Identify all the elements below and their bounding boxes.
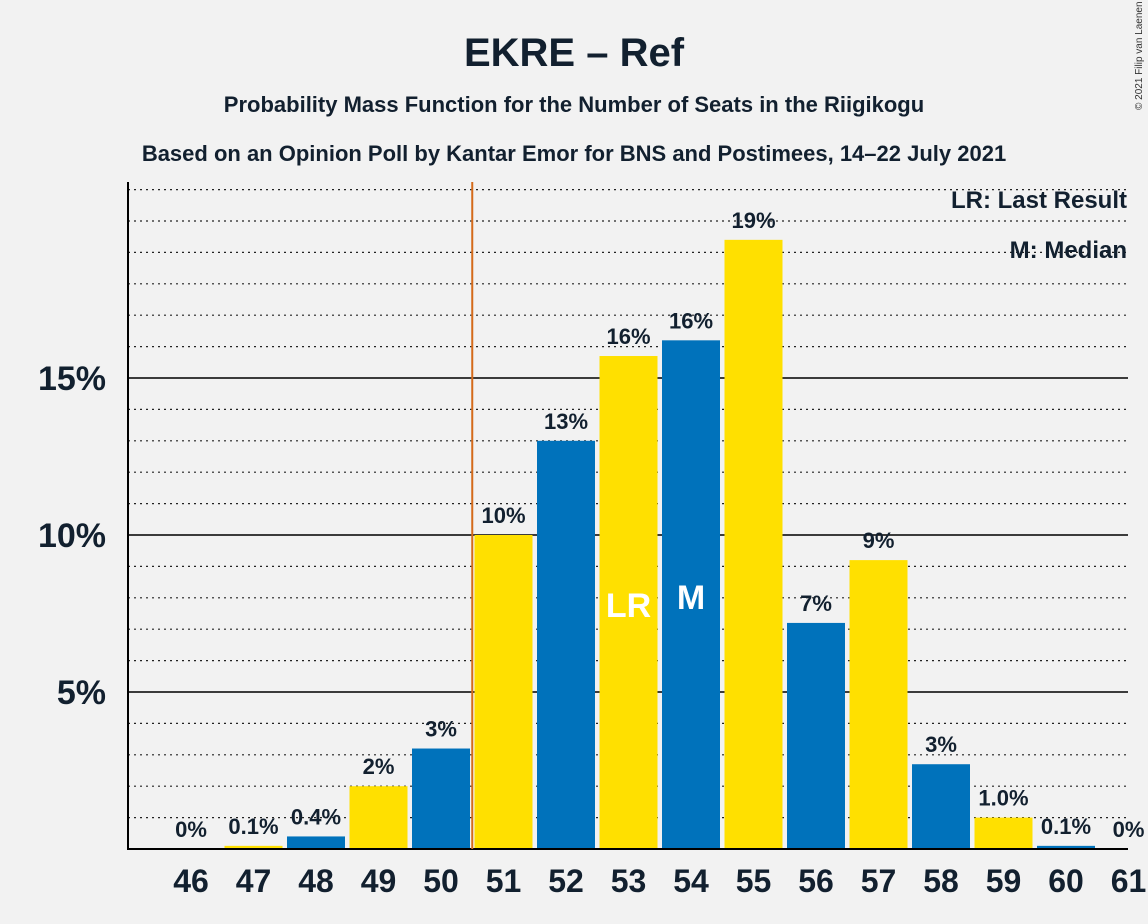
x-tick-label: 58 [923, 863, 959, 899]
bar-seat-56 [787, 622, 845, 849]
bars [224, 239, 1095, 850]
value-label-seat-61: 0% [1113, 817, 1145, 842]
bar-seat-58 [912, 764, 970, 849]
x-tick-label: 55 [736, 863, 772, 899]
value-label-seat-51: 10% [481, 503, 525, 528]
bar-seat-50 [412, 748, 470, 849]
bar-seat-54 [662, 340, 720, 849]
x-tick-label: 54 [673, 863, 709, 899]
x-tick-label: 57 [861, 863, 897, 899]
x-tick-label: 48 [298, 863, 334, 899]
value-label-seat-49: 2% [363, 754, 395, 779]
value-label-seat-58: 3% [925, 732, 957, 757]
bar-seat-52 [537, 440, 595, 849]
value-label-seat-53: 16% [606, 324, 650, 349]
bar-seat-55 [724, 239, 783, 850]
chart-subtitle: Probability Mass Function for the Number… [224, 92, 924, 117]
value-label-seat-60: 0.1% [1041, 814, 1091, 839]
value-label-seat-55: 19% [731, 208, 775, 233]
x-tick-label: 60 [1048, 863, 1084, 899]
bar-seat-60 [1037, 845, 1095, 849]
bar-seat-59 [974, 817, 1033, 849]
x-tick-label: 46 [173, 863, 209, 899]
bar-seat-47 [224, 845, 283, 849]
y-axis-ticks: 5% 10% 15% [38, 360, 106, 712]
bar-seat-51 [474, 535, 533, 849]
legend-median: M: Median [1010, 237, 1127, 264]
value-label-seat-50: 3% [425, 717, 457, 742]
last-result-marker: LR [606, 587, 651, 625]
x-axis-ticks: 46 47 48 49 50 51 52 53 54 55 56 57 58 59 60 61 [173, 863, 1146, 899]
chart-title: EKRE – Ref [464, 31, 685, 75]
chart-subtitle-poll: Based on an Opinion Poll by Kantar Emor … [142, 141, 1006, 166]
bar-seat-57 [849, 560, 908, 849]
x-tick-label: 50 [423, 863, 459, 899]
value-labels: 0% 0.1% 0.4% 2% 3% 10% 13% 16% 16% 19% 7% 9% 3% 1.0% 0… [175, 208, 1144, 842]
y-tick-label: 15% [38, 360, 106, 398]
legend-last-result: LR: Last Result [951, 187, 1127, 214]
median-marker: M [677, 579, 705, 617]
bar-seat-49 [349, 786, 408, 849]
value-label-seat-56: 7% [800, 591, 832, 616]
value-label-seat-46: 0% [175, 817, 207, 842]
x-tick-label: 49 [361, 863, 397, 899]
x-tick-label: 53 [611, 863, 647, 899]
x-tick-label: 47 [236, 863, 272, 899]
copyright-notice: © 2021 Filip van Laenen [1134, 1, 1145, 110]
x-tick-label: 56 [798, 863, 834, 899]
y-tick-label: 10% [38, 517, 106, 555]
value-label-seat-48: 0.4% [291, 804, 341, 829]
x-tick-label: 51 [486, 863, 522, 899]
bar-seat-53 [599, 356, 658, 849]
x-tick-label: 52 [548, 863, 584, 899]
value-label-seat-54: 16% [669, 308, 713, 333]
value-label-seat-47: 0.1% [228, 814, 278, 839]
value-label-seat-59: 1.0% [978, 786, 1028, 811]
bar-markers: LR M [606, 579, 705, 625]
x-tick-label: 61 [1111, 863, 1147, 899]
value-label-seat-52: 13% [544, 409, 588, 434]
x-tick-label: 59 [986, 863, 1022, 899]
bar-seat-48 [287, 836, 345, 849]
value-label-seat-57: 9% [863, 528, 895, 553]
y-tick-label: 5% [57, 674, 106, 712]
